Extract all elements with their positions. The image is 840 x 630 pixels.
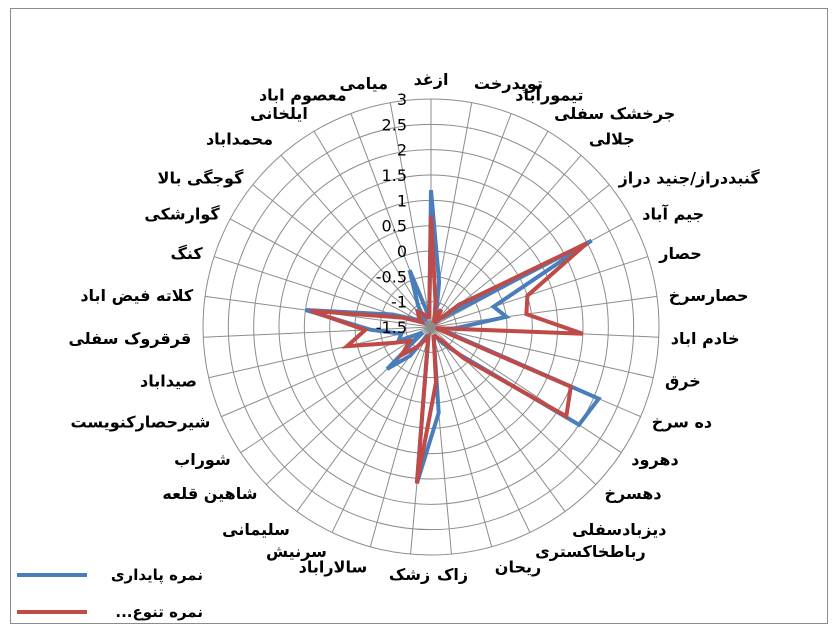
category-label: خرق bbox=[665, 371, 701, 390]
grid-spoke bbox=[313, 131, 432, 328]
grid-spoke bbox=[252, 184, 432, 328]
grid-spoke bbox=[369, 326, 432, 547]
grid-spoke bbox=[203, 326, 432, 338]
category-label: دهرود bbox=[631, 450, 678, 469]
tick-label: 0 bbox=[397, 242, 407, 261]
category-label: گوارشکی bbox=[144, 204, 220, 223]
category-label: زاک bbox=[437, 565, 468, 584]
category-label: میامی bbox=[340, 74, 389, 93]
grid-spoke bbox=[430, 256, 648, 328]
category-label: دیزبادسفلی bbox=[572, 520, 666, 539]
radial-tick-labels: -1.5 -1 -0.5 0 0.5 1 1.5 2 2.5 3 bbox=[376, 90, 407, 337]
category-label: شیرحصارکنویست bbox=[70, 412, 210, 431]
category-label: محمداباد bbox=[206, 129, 273, 148]
category-label: ازغد bbox=[414, 70, 449, 89]
legend: نمره پایداری ...نمره تنوع bbox=[17, 566, 203, 621]
grid-spoke bbox=[430, 154, 582, 328]
grid-spoke bbox=[331, 326, 432, 533]
tick-label: 1 bbox=[397, 191, 407, 210]
category-label: صیداباد bbox=[140, 371, 197, 390]
category-label: حصارسرخ bbox=[669, 286, 749, 305]
tick-label: -0.5 bbox=[376, 267, 407, 286]
category-label: حصار bbox=[658, 244, 702, 263]
category-label: کنگ bbox=[170, 244, 203, 263]
tick-label: 2 bbox=[397, 141, 407, 160]
tick-label: 0.5 bbox=[382, 217, 407, 236]
grid-spoke bbox=[240, 326, 432, 454]
chart-frame: -1.5 -1 -0.5 0 0.5 1 1.5 2 2.5 3 ازغد توپدرخت تیمور… bbox=[10, 8, 828, 624]
category-label: زشک bbox=[389, 565, 430, 584]
grid-spoke bbox=[229, 218, 432, 328]
category-label: معصوم اباد bbox=[259, 85, 347, 104]
category-label: خادم اباد bbox=[671, 329, 740, 348]
category-label: سرنیش bbox=[266, 542, 327, 561]
grid-spoke bbox=[430, 295, 658, 328]
grid-spoke bbox=[430, 131, 549, 328]
category-label: سالاراباد bbox=[299, 557, 368, 576]
grid-spoke bbox=[389, 102, 432, 328]
category-label: رباطخاکستری bbox=[535, 542, 646, 561]
series-line-2 bbox=[309, 215, 589, 484]
legend-label-series-1: نمره پایداری bbox=[111, 566, 203, 585]
radar-series bbox=[304, 190, 602, 484]
tick-label: -1.5 bbox=[376, 318, 407, 337]
grid-spoke bbox=[430, 326, 654, 379]
category-label: توپدرخت bbox=[474, 74, 543, 94]
radar-chart: -1.5 -1 -0.5 0 0.5 1 1.5 2 2.5 3 ازغد توپدرختتیمور… bbox=[17, 70, 760, 621]
tick-label: 1.5 bbox=[382, 166, 407, 185]
category-label: ریحان bbox=[495, 557, 541, 576]
category-label: جیم آباد bbox=[642, 203, 704, 223]
category-label: گوجگی بالا bbox=[158, 168, 245, 187]
grid-spoke bbox=[430, 326, 493, 547]
grid-spoke bbox=[430, 113, 512, 328]
category-label: شوراب bbox=[174, 450, 231, 469]
category-label: دهسرخ bbox=[605, 484, 662, 503]
category-label: شاهین قلعه bbox=[162, 484, 257, 503]
radar-grid bbox=[202, 98, 660, 556]
category-label: تیمورآباد bbox=[515, 84, 583, 104]
grid-spoke bbox=[430, 326, 531, 533]
grid-spoke bbox=[430, 326, 622, 454]
category-label: جرخشک سفلی bbox=[554, 104, 675, 123]
tick-label: 2.5 bbox=[382, 115, 407, 134]
category-label: سلیمانی bbox=[222, 520, 290, 539]
grid-spoke bbox=[208, 326, 432, 379]
tick-label: 3 bbox=[397, 90, 407, 109]
grid-spoke bbox=[430, 326, 566, 512]
category-label: جلالی bbox=[589, 129, 635, 148]
legend-label-series-2: ...نمره تنوع bbox=[115, 603, 203, 621]
category-label: ایلخانی bbox=[250, 104, 308, 123]
category-label: ده سرخ bbox=[652, 412, 712, 431]
grid-spoke bbox=[280, 154, 432, 328]
tick-label: -1 bbox=[391, 293, 407, 312]
category-label: قرقروک سفلی bbox=[68, 329, 191, 348]
category-label: گنبددراز/جنید دراز bbox=[618, 168, 761, 187]
category-label: کلاته فیض اباد bbox=[80, 286, 194, 305]
